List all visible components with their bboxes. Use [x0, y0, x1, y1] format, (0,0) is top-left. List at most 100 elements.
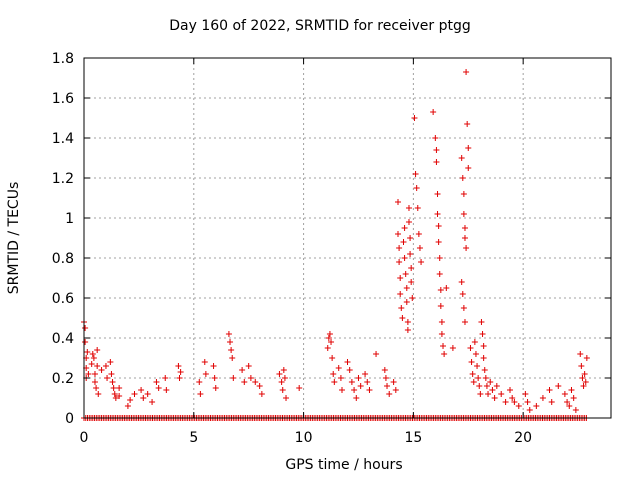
data-point	[94, 347, 101, 353]
data-point	[405, 219, 412, 225]
data-point	[107, 359, 114, 365]
data-point	[90, 355, 97, 361]
data-point	[88, 361, 95, 367]
data-point	[412, 171, 419, 177]
data-point	[401, 225, 408, 231]
data-point	[384, 383, 391, 389]
data-point	[465, 145, 472, 151]
data-point	[344, 359, 351, 365]
data-point	[247, 375, 254, 381]
axis-ticks: 0 0.2 0.4 0.6 0.8 1 1.2 1.4 1.6 1.8 0 5 10 15 20	[52, 51, 611, 446]
data-point	[458, 279, 465, 285]
data-point	[461, 319, 468, 325]
x-tick-label: 10	[295, 430, 313, 446]
data-point	[475, 375, 482, 381]
data-point	[493, 383, 500, 389]
data-point	[104, 375, 111, 381]
data-point	[436, 255, 443, 261]
data-point	[280, 367, 287, 373]
data-point	[91, 371, 98, 377]
data-point	[283, 395, 290, 401]
data-point	[430, 109, 437, 115]
data-point	[111, 391, 118, 397]
data-point	[230, 375, 237, 381]
data-point	[399, 315, 406, 321]
data-point	[403, 285, 410, 291]
data-point	[472, 351, 479, 357]
data-point	[467, 345, 474, 351]
data-point	[109, 379, 116, 385]
data-point	[416, 245, 423, 251]
y-tick-label: 0.8	[52, 251, 74, 267]
data-point	[373, 351, 380, 357]
data-point	[281, 375, 288, 381]
data-point	[433, 159, 440, 165]
data-point	[202, 371, 209, 377]
data-point	[177, 369, 184, 375]
data-point	[201, 359, 208, 365]
data-point	[397, 291, 404, 297]
data-point	[539, 395, 546, 401]
data-point	[401, 255, 408, 261]
data-point	[331, 379, 338, 385]
data-point	[435, 223, 442, 229]
data-point	[482, 375, 489, 381]
data-point	[131, 391, 138, 397]
data-point	[397, 275, 404, 281]
data-point	[440, 343, 447, 349]
data-point	[324, 345, 331, 351]
data-point	[460, 191, 467, 197]
data-point	[432, 135, 439, 141]
y-tick-label: 1	[65, 211, 74, 227]
y-tick-label: 1.8	[52, 51, 74, 67]
y-tick-label: 0.4	[52, 331, 74, 347]
y-axis-label: SRMTID / TECUs	[6, 181, 22, 295]
data-point	[355, 375, 362, 381]
data-point	[395, 199, 402, 205]
data-point	[577, 351, 584, 357]
data-point	[437, 303, 444, 309]
y-tick-label: 1.4	[52, 131, 74, 147]
data-point	[211, 375, 218, 381]
data-point	[460, 211, 467, 217]
data-point	[279, 387, 286, 393]
data-point	[441, 351, 448, 357]
data-point	[459, 175, 466, 181]
data-point	[82, 339, 89, 345]
plot-frame	[83, 57, 612, 419]
data-point	[581, 371, 588, 377]
data-point	[328, 339, 335, 345]
data-point	[245, 363, 252, 369]
data-point	[436, 271, 443, 277]
data-point	[515, 403, 522, 409]
data-point	[339, 387, 346, 393]
data-point	[140, 395, 147, 401]
y-tick-label: 1.6	[52, 91, 74, 107]
y-tick-label: 0.6	[52, 291, 74, 307]
y-tick-label: 1.2	[52, 171, 74, 187]
data-point	[112, 395, 119, 401]
data-point	[124, 403, 131, 409]
data-point	[116, 393, 123, 399]
data-point	[252, 379, 259, 385]
data-point	[435, 239, 442, 245]
data-point	[138, 387, 145, 393]
data-point	[162, 375, 169, 381]
data-point	[561, 391, 568, 397]
data-point	[463, 69, 470, 75]
data-point	[229, 355, 236, 361]
data-point	[175, 363, 182, 369]
data-point	[478, 319, 485, 325]
data-point	[110, 385, 117, 391]
data-point	[89, 351, 96, 357]
data-point	[155, 385, 162, 391]
data-point	[276, 371, 283, 377]
data-point	[212, 385, 219, 391]
data-point	[239, 367, 246, 373]
data-point	[396, 259, 403, 265]
data-point	[351, 387, 358, 393]
data-point	[404, 319, 411, 325]
data-point	[326, 331, 333, 337]
data-point	[474, 363, 481, 369]
data-point	[84, 349, 91, 355]
